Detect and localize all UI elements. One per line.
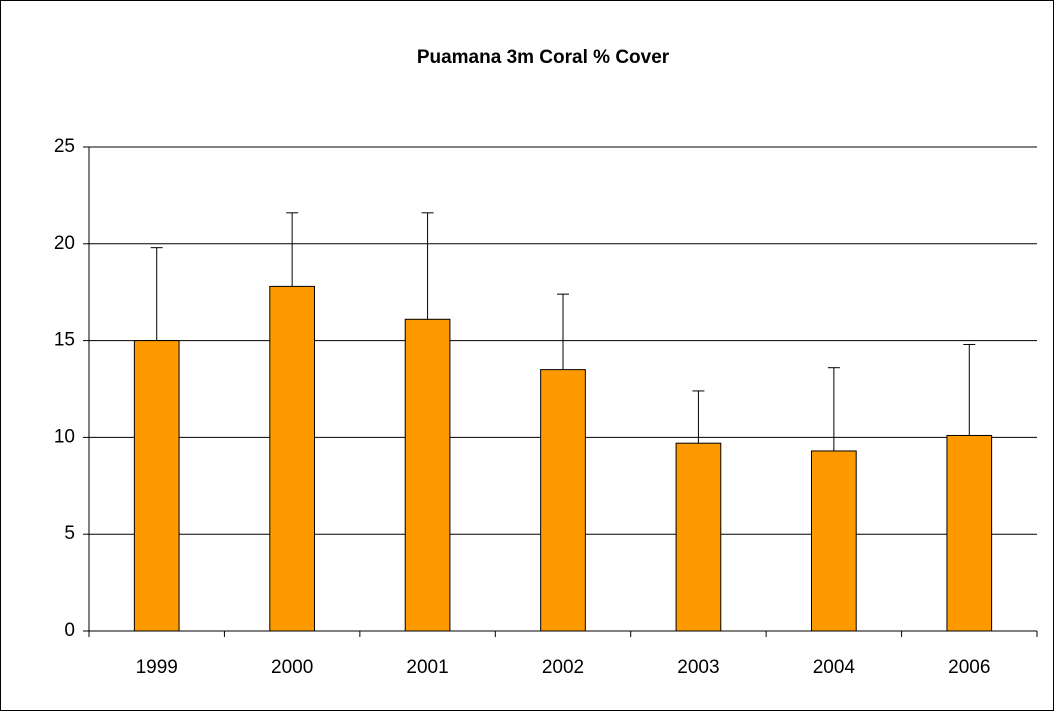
x-tick-label: 2000: [271, 657, 313, 678]
y-tick-label: 10: [54, 426, 75, 447]
y-tick-label: 15: [54, 330, 75, 351]
chart-title: Puamana 3m Coral % Cover: [417, 47, 670, 68]
bar: [946, 434, 993, 632]
x-tick-label: 1999: [136, 657, 178, 678]
x-tick-label: 2001: [406, 657, 448, 678]
bar: [404, 318, 451, 632]
y-tick-label: 5: [64, 523, 75, 544]
y-tick-label: 0: [64, 620, 75, 641]
bar: [540, 369, 586, 632]
x-tick-label: 2002: [542, 657, 584, 678]
x-tick-label: 2006: [948, 657, 990, 678]
bar: [269, 285, 315, 632]
bar: [675, 442, 722, 632]
y-tick-label: 20: [54, 233, 75, 254]
x-tick-label: 2003: [677, 657, 719, 678]
bar: [133, 340, 180, 632]
x-tick-label: 2004: [813, 657, 856, 678]
y-tick-label: 25: [54, 136, 75, 157]
bar: [811, 450, 857, 632]
